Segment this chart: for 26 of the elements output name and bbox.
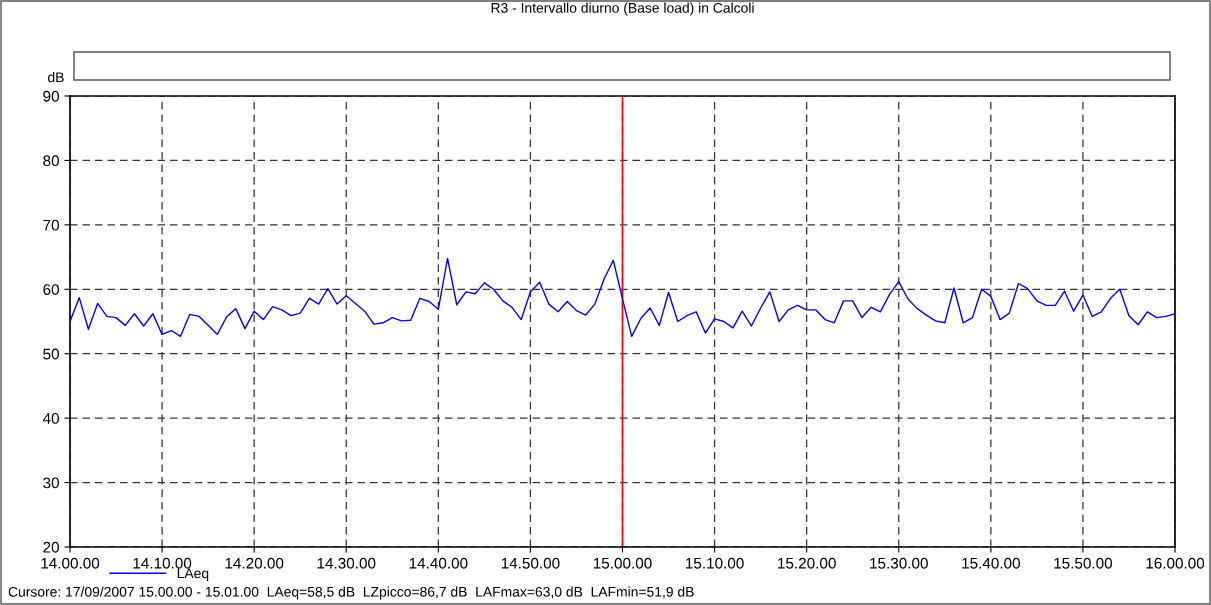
y-tick-label: 20 <box>43 541 59 553</box>
y-tick-label: 80 <box>43 155 59 167</box>
y-tick-label: 90 <box>43 90 59 102</box>
text: Cursore: 17/09/2007 15.00.00 - 15.01.00 LAeq=58,5 dB LZpicco=86,7 dB LAFmax=63,0 dB LAFmin=51,9 dB <box>8 586 694 600</box>
y-tick-label: 40 <box>42 413 59 424</box>
y-tick-label: 50 <box>43 348 59 360</box>
x-tick-label: 14.00.00 <box>41 557 100 569</box>
x-tick-label: 14.50.00 <box>501 557 560 569</box>
line-series <box>70 257 1175 338</box>
x-tick-label: 15.40.00 <box>962 557 1020 569</box>
x-tick-label: 15.50.00 <box>1054 557 1113 569</box>
legend-label: LAeq <box>177 568 209 581</box>
x-tick-label: 16.00.00 <box>1146 557 1205 569</box>
x-tick-label: 15.10.00 <box>686 557 744 569</box>
y-tick-label: 30 <box>43 477 59 489</box>
x-tick-label: 15.00.00 <box>593 557 652 569</box>
x-tick-label: 14.10.00 <box>133 557 192 569</box>
x-tick-label: 15.30.00 <box>870 557 928 569</box>
y-axis-title: dB <box>48 71 64 83</box>
y-tick-label: 70 <box>43 219 59 231</box>
chart-title: R3 - Intervallo diurno (Base load) in Calcoli <box>491 2 754 16</box>
y-tick-label: 60 <box>43 284 59 295</box>
x-tick-label: 14.20.00 <box>225 557 284 569</box>
x-tick-label: 14.40.00 <box>409 557 468 569</box>
x-tick-label: 15.20.00 <box>778 557 836 569</box>
x-tick-label: 14.30.00 <box>317 557 376 569</box>
